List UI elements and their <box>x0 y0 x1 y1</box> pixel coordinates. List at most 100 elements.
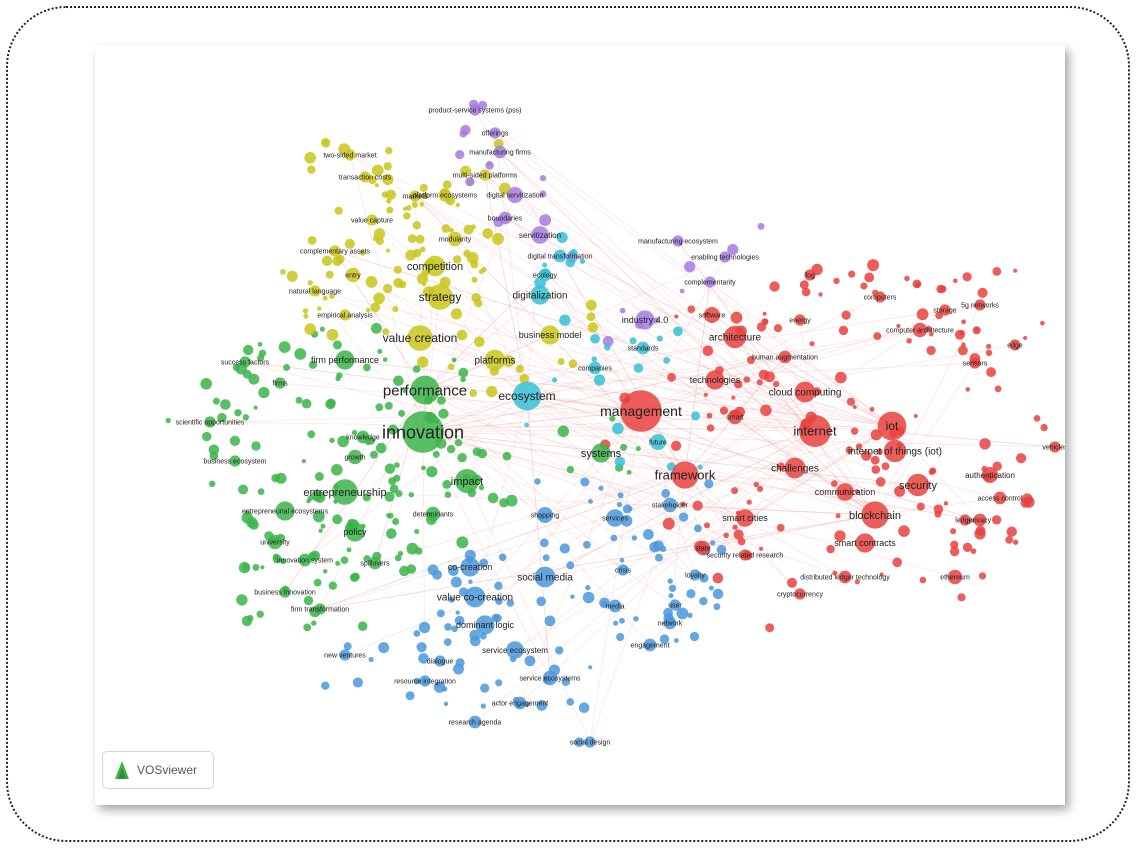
node-label[interactable]: business innovation <box>254 589 316 596</box>
network-node[interactable] <box>794 314 806 326</box>
node-label[interactable]: companies <box>578 365 612 372</box>
network-node[interactable] <box>553 249 567 263</box>
network-node[interactable] <box>982 467 998 483</box>
node-label[interactable]: services <box>602 515 628 522</box>
node-label[interactable]: state <box>695 545 710 552</box>
network-node[interactable] <box>239 356 251 368</box>
network-node[interactable] <box>617 564 629 576</box>
network-node[interactable] <box>339 309 351 321</box>
network-node[interactable] <box>663 616 677 630</box>
node-label[interactable]: storage <box>933 307 956 314</box>
network-node[interactable] <box>538 268 552 282</box>
node-label[interactable]: digitalization <box>512 291 567 302</box>
network-node[interactable] <box>784 457 806 479</box>
network-node[interactable] <box>672 235 684 247</box>
node-label[interactable]: smart cities <box>722 513 768 523</box>
node-label[interactable]: standards <box>628 345 659 352</box>
network-node[interactable] <box>339 649 351 661</box>
node-label[interactable]: future <box>649 439 667 446</box>
node-label[interactable]: loyalty <box>685 572 705 579</box>
network-node[interactable] <box>506 641 524 659</box>
node-label[interactable]: access control <box>978 495 1023 502</box>
node-label[interactable]: ledger <box>955 517 975 524</box>
network-node[interactable] <box>332 479 358 505</box>
node-label[interactable]: privacy <box>969 517 992 524</box>
network-node[interactable] <box>309 285 321 297</box>
node-label[interactable]: vehicles <box>1042 444 1065 451</box>
node-label[interactable]: sensors <box>963 360 988 367</box>
network-node[interactable] <box>974 299 986 311</box>
network-node[interactable] <box>409 190 421 202</box>
network-node[interactable] <box>736 509 754 527</box>
network-node[interactable] <box>947 569 963 585</box>
node-label[interactable]: dominant logic <box>456 620 515 630</box>
network-node[interactable] <box>671 461 699 489</box>
node-label[interactable]: management <box>600 403 682 419</box>
network-node[interactable] <box>356 430 370 444</box>
node-label[interactable]: network <box>658 620 683 627</box>
node-label[interactable]: multi-sided platforms <box>453 172 518 179</box>
network-node[interactable] <box>705 370 725 390</box>
network-node[interactable] <box>407 325 433 351</box>
node-label[interactable]: edge <box>1007 342 1023 349</box>
network-visualization-panel[interactable]: innovation performance firm performance ent… <box>95 45 1065 805</box>
node-label[interactable]: systems <box>581 448 622 460</box>
network-node[interactable] <box>513 696 527 710</box>
network-node[interactable] <box>959 514 971 526</box>
node-label[interactable]: software <box>699 312 726 319</box>
node-label[interactable]: architecture <box>709 333 762 344</box>
network-node[interactable] <box>540 325 560 345</box>
node-label[interactable]: stakeholder <box>652 502 689 509</box>
node-label[interactable]: boundaries <box>488 215 523 222</box>
node-label[interactable]: modularity <box>439 236 472 243</box>
node-label[interactable]: user <box>668 602 682 609</box>
network-node[interactable] <box>620 390 662 432</box>
network-node[interactable] <box>778 350 792 364</box>
network-node[interactable] <box>635 310 655 330</box>
network-node[interactable] <box>359 171 371 183</box>
network-node[interactable] <box>537 507 553 523</box>
node-label[interactable]: energy <box>789 317 811 324</box>
node-label[interactable]: firm transformation <box>291 606 349 613</box>
node-label[interactable]: platforms <box>474 356 515 367</box>
node-label[interactable]: complementarity <box>684 279 736 286</box>
node-label[interactable]: cloud computing <box>769 388 842 399</box>
node-label[interactable]: ethereum <box>940 574 970 581</box>
node-label[interactable]: research agenda <box>449 719 502 726</box>
network-node[interactable] <box>475 615 495 635</box>
node-label[interactable]: two-sided market <box>323 152 376 159</box>
node-label[interactable]: entrepreneurial ecosystems <box>242 508 328 515</box>
network-node[interactable] <box>464 586 486 608</box>
node-label[interactable]: dialogue <box>427 658 454 665</box>
network-node[interactable] <box>447 231 463 247</box>
network-node[interactable] <box>874 291 886 303</box>
node-label[interactable]: complementary assets <box>300 248 371 255</box>
network-node[interactable] <box>855 533 875 553</box>
network-node[interactable] <box>274 377 286 389</box>
network-map[interactable]: innovation performance firm performance ent… <box>95 45 1065 805</box>
node-label[interactable]: iot <box>886 419 899 433</box>
network-node[interactable] <box>973 513 987 527</box>
network-node[interactable] <box>531 226 549 244</box>
network-node[interactable] <box>606 509 624 527</box>
node-label[interactable]: computer architecture <box>886 327 954 334</box>
network-node[interactable] <box>723 325 747 349</box>
node-label[interactable]: business model <box>519 330 582 340</box>
network-node[interactable] <box>584 736 596 748</box>
node-label[interactable]: resource integration <box>394 678 456 685</box>
node-label[interactable]: fog <box>805 272 815 279</box>
network-node[interactable] <box>484 349 506 371</box>
node-label[interactable]: growth <box>344 454 365 461</box>
vosviewer-logo[interactable]: VOSviewer <box>102 751 214 789</box>
network-node[interactable] <box>498 211 512 225</box>
node-label[interactable]: digital servitization <box>486 192 543 199</box>
network-node[interactable] <box>883 439 907 463</box>
node-label[interactable]: challenges <box>771 464 819 475</box>
network-node[interactable] <box>608 599 622 613</box>
network-node[interactable] <box>424 255 446 277</box>
node-label[interactable]: security related research <box>707 552 784 559</box>
node-label[interactable]: human augmentation <box>752 354 818 361</box>
node-label[interactable]: digital transformation <box>528 253 593 260</box>
network-node[interactable] <box>719 251 731 263</box>
node-label[interactable]: scientific opportunities <box>176 419 245 426</box>
